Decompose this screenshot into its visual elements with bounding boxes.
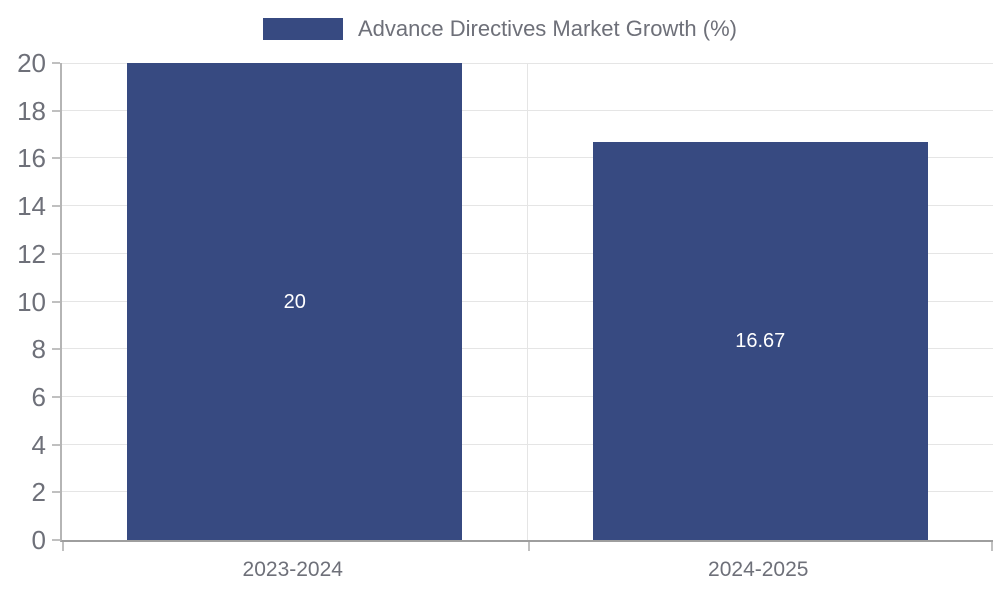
y-axis-tick-label: 14 <box>17 191 46 222</box>
y-axis-tick <box>52 62 60 64</box>
legend[interactable]: Advance Directives Market Growth (%) <box>0 16 1000 42</box>
y-axis-tick-label: 10 <box>17 286 46 317</box>
y-axis-tick <box>52 205 60 208</box>
y-axis-tick <box>52 443 60 446</box>
y-axis-tick <box>52 395 60 398</box>
x-axis-category-label: 2023-2024 <box>242 558 343 581</box>
y-axis-tick <box>52 348 60 351</box>
y-axis-tick-label: 4 <box>31 429 46 460</box>
y-axis-tick-label: 12 <box>17 238 46 269</box>
y-axis-tick <box>52 539 60 541</box>
y-axis-tick-label: 6 <box>31 381 46 412</box>
y-axis-tick-label: 0 <box>31 525 46 555</box>
y-axis-labels: 0 2 4 6 8 10 12 14 16 18 20 <box>0 50 46 553</box>
y-axis-tick <box>52 300 60 303</box>
bar-value-label: 20 <box>283 290 306 313</box>
y-axis-tick-label: 16 <box>17 143 46 174</box>
x-axis-labels: 2023-2024 2024-2025 <box>60 556 991 586</box>
y-axis-tick-label: 2 <box>31 477 46 508</box>
y-axis-tick-label: 18 <box>17 95 46 126</box>
bar-2023-2024[interactable]: 20 <box>127 63 463 540</box>
plot-area: 20 16.67 <box>52 62 993 551</box>
bar-2024-2025[interactable]: 16.67 <box>592 142 928 540</box>
y-axis-tick <box>52 109 60 112</box>
legend-swatch <box>263 18 343 40</box>
x-axis-tick <box>991 542 993 551</box>
x-axis-tick <box>62 542 64 551</box>
y-axis-tick <box>52 252 60 255</box>
legend-label: Advance Directives Market Growth (%) <box>358 16 737 41</box>
v-gridline <box>527 63 528 540</box>
x-axis-tick <box>527 542 530 551</box>
y-axis-tick <box>52 157 60 160</box>
y-axis-tick <box>52 491 60 494</box>
y-axis-tick-label: 20 <box>17 48 46 78</box>
y-axis-tick-label: 8 <box>31 334 46 365</box>
bar-value-label: 16.67 <box>735 330 786 353</box>
x-axis-category-label: 2024-2025 <box>708 558 809 581</box>
